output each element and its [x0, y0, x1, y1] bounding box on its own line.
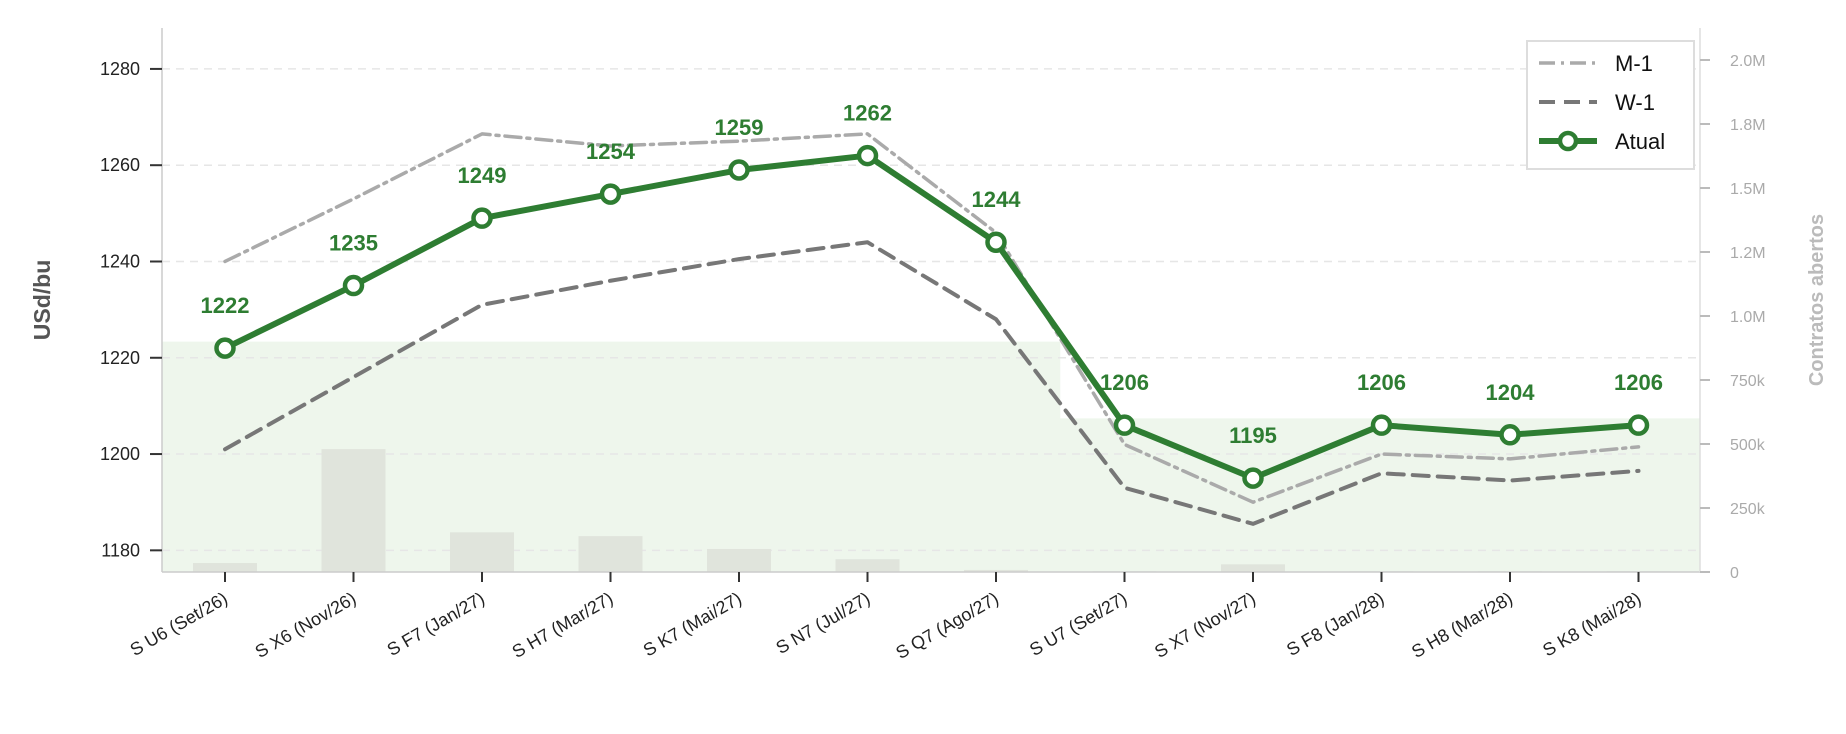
y2-tick-label: 2.0M	[1730, 53, 1766, 70]
legend-label: M-1	[1615, 51, 1653, 76]
data-label: 1259	[715, 115, 764, 140]
series-line-w-1	[223, 240, 1641, 526]
data-point	[599, 183, 622, 205]
open-interest-area	[162, 341, 1700, 572]
open-interest-bar	[707, 548, 771, 572]
open-interest-area-layer	[162, 341, 1700, 572]
data-label: 1222	[201, 293, 250, 318]
y2-tick-label: 1.8M	[1730, 117, 1766, 134]
data-point	[342, 274, 365, 297]
data-point	[1113, 414, 1136, 436]
data-point	[728, 159, 750, 181]
data-label: 1206	[1100, 370, 1149, 395]
open-interest-bar	[193, 563, 257, 572]
open-interest-bar	[321, 449, 386, 572]
y2-tick-label: 500k	[1730, 437, 1766, 454]
y2-tick-label: 1.0M	[1730, 309, 1766, 326]
data-point	[1627, 414, 1650, 436]
series-line-atual	[222, 152, 1642, 482]
y2-axis-title: Contratos abertos	[1806, 214, 1828, 386]
y-axis-title: USd/bu	[29, 260, 55, 341]
x-tick-label: S F8 (Jan/28)	[1283, 588, 1387, 660]
open-interest-bar	[964, 569, 1028, 572]
open-interest-bar	[1221, 564, 1285, 572]
x-tick-label: S X7 (Nov/27)	[1151, 588, 1259, 662]
data-label: 1206	[1614, 370, 1663, 395]
data-point	[985, 231, 1007, 253]
y-tick-label: 1280	[100, 59, 140, 79]
open-interest-bar	[835, 559, 900, 572]
y-tick-label: 1180	[101, 540, 140, 560]
data-label: 1195	[1229, 423, 1277, 448]
data-point	[1499, 424, 1521, 446]
x-tick-label: S H8 (Mar/28)	[1408, 588, 1516, 662]
data-label: 1262	[843, 101, 892, 126]
data-label: 1244	[972, 187, 1022, 212]
data-labels-layer: 1222 1235 1249 1254 1259 1262 1244 1206 1195 1206…	[201, 101, 1663, 449]
x-tick-label: S H7 (Mar/27)	[509, 588, 617, 662]
legend-label: W-1	[1615, 90, 1655, 115]
x-tick-label: S K8 (Mai/28)	[1539, 588, 1644, 660]
x-tick-label: S U6 (Set/26)	[127, 588, 231, 660]
y-tick-label: 1220	[100, 348, 140, 368]
series-lines-layer	[214, 132, 1650, 526]
series-line-m-1	[223, 132, 1641, 504]
data-label: 1254	[586, 139, 636, 164]
y2-tick-label: 0	[1730, 565, 1739, 582]
open-interest-bars-layer	[193, 449, 1671, 572]
data-label: 1204	[1486, 380, 1536, 405]
y-tick-label: 1240	[100, 251, 140, 271]
data-point	[214, 337, 236, 359]
y2-tick-label: 250k	[1730, 501, 1766, 518]
x-tick-label: S U7 (Set/27)	[1026, 588, 1130, 660]
y2-tick-label: 1.5M	[1730, 181, 1766, 198]
x-tick-label: S N7 (Jul/27)	[773, 588, 874, 658]
data-point	[471, 207, 493, 229]
x-tick-label: S X6 (Nov/26)	[252, 588, 360, 662]
open-interest-bar	[450, 532, 514, 572]
y-tick-label: 1260	[100, 155, 140, 175]
legend-label: Atual	[1615, 129, 1665, 154]
x-tick-label: S Q7 (Ago/27)	[892, 588, 1002, 663]
x-tick-label: S F7 (Jan/27)	[384, 588, 488, 660]
legend: M-1 W-1 Atual	[1526, 40, 1695, 170]
data-point	[1242, 467, 1264, 489]
y-tick-label: 1200	[100, 444, 140, 464]
y2-tick-label: 1.2M	[1730, 245, 1766, 262]
x-tick-label: S K7 (Mai/27)	[640, 588, 745, 660]
legend-box	[1526, 40, 1695, 170]
open-interest-bar	[578, 536, 643, 572]
legend-marker	[1557, 130, 1579, 152]
data-point	[1370, 414, 1393, 436]
data-label: 1249	[458, 163, 507, 188]
data-label: 1206	[1357, 370, 1406, 395]
data-label: 1235	[329, 231, 378, 256]
data-point	[856, 144, 879, 167]
y2-tick-label: 750k	[1730, 373, 1766, 390]
